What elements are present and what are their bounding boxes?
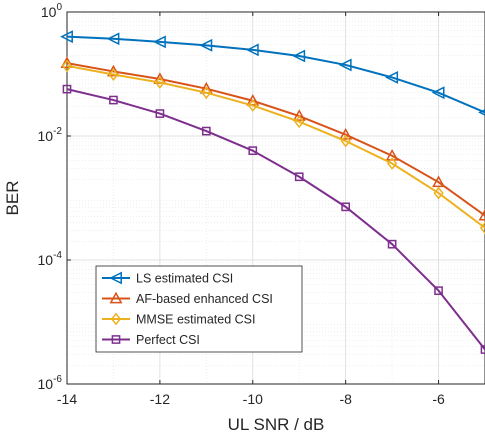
legend-entry: AF-based enhanced CSI xyxy=(102,291,273,306)
legend-marker xyxy=(109,291,123,304)
data-point xyxy=(339,127,353,140)
x-tick-labels: -14 -12 -10 -8 -6 xyxy=(57,391,445,407)
data-point xyxy=(201,126,211,136)
data-point xyxy=(294,172,304,182)
data-point xyxy=(385,149,399,161)
legend-label: Perfect CSI xyxy=(136,333,200,347)
data-point xyxy=(292,109,306,121)
series-3 xyxy=(61,59,485,235)
data-point xyxy=(340,134,351,148)
data-point xyxy=(433,186,444,200)
axis-ticks xyxy=(66,11,440,385)
series-line xyxy=(66,88,485,351)
data-point xyxy=(199,38,213,52)
data-point xyxy=(60,56,74,68)
data-point xyxy=(61,59,73,73)
data-point xyxy=(294,115,305,129)
data-point xyxy=(292,49,306,63)
legend-marker xyxy=(109,271,122,285)
data-point xyxy=(341,202,351,212)
x-tick-label: -12 xyxy=(150,391,170,407)
series-line xyxy=(66,64,485,229)
data-point xyxy=(60,30,73,44)
data-point xyxy=(338,58,352,72)
series-line xyxy=(66,35,485,114)
series-line xyxy=(66,62,485,217)
data-point xyxy=(247,99,258,112)
data-point xyxy=(478,208,485,221)
y-tick-label: 100 xyxy=(41,2,63,20)
legend-marker xyxy=(111,335,121,344)
x-tick-label: -6 xyxy=(432,391,445,407)
data-point xyxy=(386,157,398,170)
data-point xyxy=(106,32,120,46)
y-tick-label: 10-4 xyxy=(38,250,63,268)
plot-frame xyxy=(66,11,485,385)
data-point xyxy=(479,221,485,235)
minor-grid xyxy=(67,12,485,384)
legend-label: MMSE estimated CSI xyxy=(136,313,255,327)
series-2 xyxy=(60,56,485,221)
y-tick-label: 10-6 xyxy=(38,374,63,392)
data-point xyxy=(245,43,259,57)
legend-marker xyxy=(110,312,122,326)
y-tick-label: 10-2 xyxy=(38,126,63,144)
data-point xyxy=(62,84,72,94)
data-point xyxy=(106,64,120,77)
x-axis-label: UL SNR / dB xyxy=(228,415,325,434)
legend-box xyxy=(95,265,303,353)
series-1 xyxy=(60,30,485,116)
legend-label: LS estimated CSI xyxy=(136,272,233,286)
data-point xyxy=(248,146,258,156)
x-tick-label: -8 xyxy=(339,391,352,407)
data-point xyxy=(431,86,445,100)
data-point xyxy=(109,95,118,105)
legend-label: AF-based enhanced CSI xyxy=(136,292,273,306)
data-point xyxy=(387,239,397,249)
y-axis-label: BER xyxy=(3,181,22,216)
x-tick-label: -10 xyxy=(243,391,263,407)
legend: LS estimated CSI AF-based enhanced CSI MMS… xyxy=(95,265,303,353)
y-tick-labels: 10-6 10-4 10-2 100 xyxy=(38,2,63,392)
legend-entry: MMSE estimated CSI xyxy=(102,313,255,327)
data-point xyxy=(108,68,119,81)
series-layer xyxy=(60,30,485,354)
data-point xyxy=(153,35,166,49)
legend-entry: Perfect CSI xyxy=(102,333,200,347)
data-point xyxy=(201,86,212,100)
data-point xyxy=(385,71,399,84)
data-point xyxy=(154,76,166,89)
data-point xyxy=(434,286,443,296)
data-point xyxy=(432,175,446,188)
x-tick-label: -14 xyxy=(57,391,77,407)
data-point xyxy=(155,109,165,118)
legend-entry: LS estimated CSI xyxy=(102,272,233,286)
